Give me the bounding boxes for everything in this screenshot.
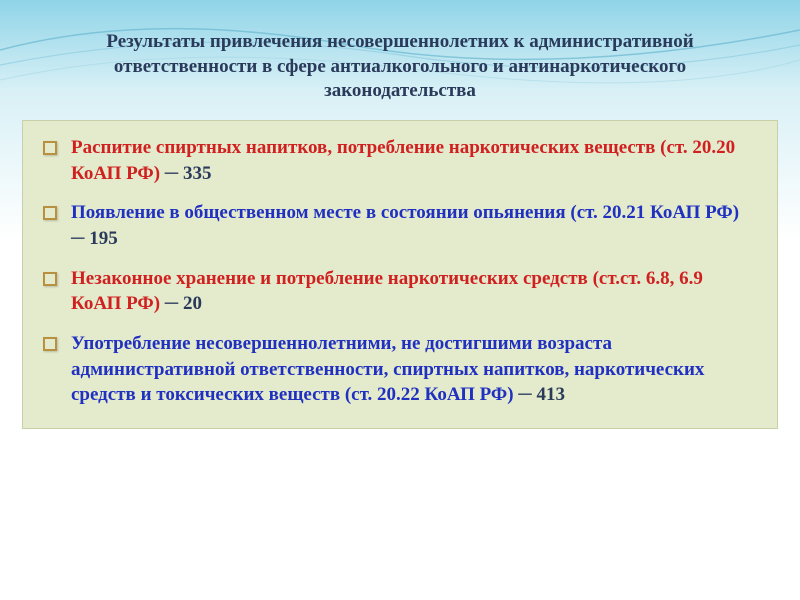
item-text: Распитие спиртных напитков, потребление … <box>71 135 757 186</box>
item-text: Употребление несовершеннолетними, не дос… <box>71 331 757 408</box>
list-item: Незаконное хранение и потребление наркот… <box>43 266 757 317</box>
dash: ─ <box>71 228 89 249</box>
item-count: 335 <box>183 163 212 184</box>
dash: ─ <box>165 293 183 314</box>
bullet-icon <box>43 141 57 155</box>
bullet-icon <box>43 206 57 220</box>
item-main: Употребление несовершеннолетними, не дос… <box>71 333 704 405</box>
item-count: 195 <box>89 228 118 249</box>
item-text: Незаконное хранение и потребление наркот… <box>71 266 757 317</box>
bullet-icon <box>43 272 57 286</box>
dash: ─ <box>518 384 536 405</box>
list-item: Употребление несовершеннолетними, не дос… <box>43 331 757 408</box>
item-main: Появление в общественном месте в состоян… <box>71 202 739 223</box>
list-item: Появление в общественном месте в состоян… <box>43 200 757 251</box>
content-box: Распитие спиртных напитков, потребление … <box>22 120 778 429</box>
item-count: 20 <box>183 293 202 314</box>
slide-title: Результаты привлечения несовершеннолетни… <box>22 30 778 104</box>
slide: Результаты привлечения несовершеннолетни… <box>0 0 800 600</box>
item-count: 413 <box>537 384 566 405</box>
list-item: Распитие спиртных напитков, потребление … <box>43 135 757 186</box>
item-text: Появление в общественном месте в состоян… <box>71 200 757 251</box>
bullet-icon <box>43 337 57 351</box>
dash: ─ <box>165 163 183 184</box>
